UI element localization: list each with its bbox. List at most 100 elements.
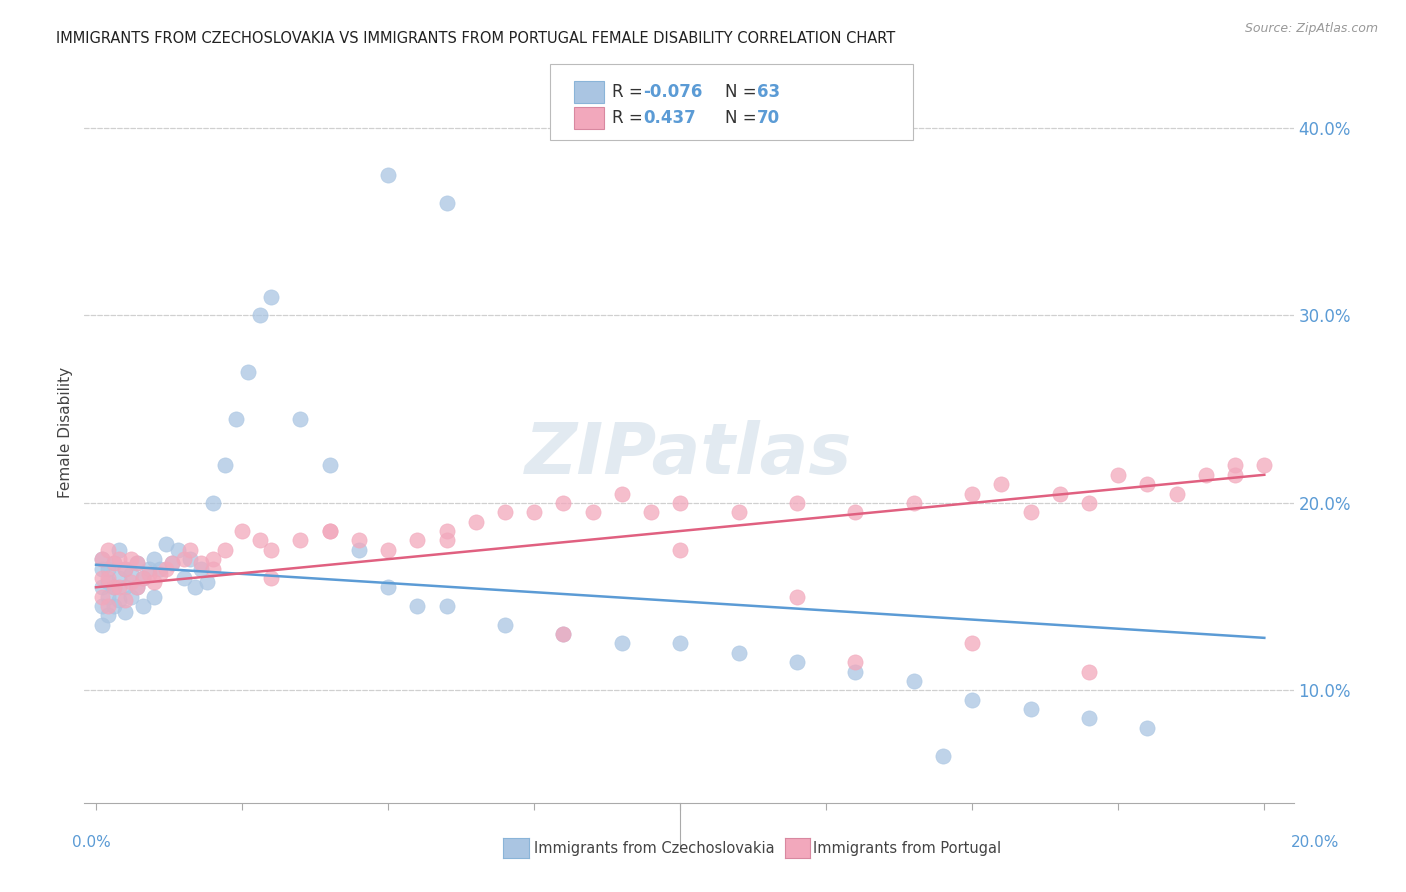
Text: ZIPatlas: ZIPatlas (526, 420, 852, 490)
Point (960, 636, 983, 650)
Point (114, 561, 136, 575)
Point (1195, 467, 1218, 482)
Point (318, 524, 340, 538)
Point (143, 552, 166, 566)
Point (97, 561, 120, 575)
Point (173, 571, 195, 585)
Point (436, 533, 458, 548)
Point (90, 580, 112, 594)
Text: R =: R = (612, 109, 652, 127)
Point (173, 552, 195, 566)
Point (90, 561, 112, 575)
Point (377, 542, 399, 557)
Point (132, 571, 155, 585)
Point (249, 309, 271, 323)
Point (553, 627, 575, 641)
Point (1049, 486, 1071, 500)
Point (260, 290, 283, 304)
Point (97, 571, 120, 585)
Point (125, 580, 148, 594)
Text: R =: R = (612, 83, 648, 101)
Point (143, 590, 166, 604)
Point (225, 411, 247, 425)
Point (195, 574, 218, 589)
Point (103, 580, 125, 594)
Point (610, 636, 633, 650)
Point (640, 505, 662, 519)
Text: 63: 63 (756, 83, 780, 101)
Point (231, 524, 253, 538)
Point (290, 533, 312, 548)
Text: Source: ZipAtlas.com: Source: ZipAtlas.com (1244, 22, 1378, 36)
Point (1078, 711, 1101, 725)
Point (179, 552, 201, 566)
Point (347, 533, 370, 548)
Point (436, 599, 458, 613)
Point (990, 477, 1012, 491)
Point (1078, 665, 1101, 679)
Point (149, 561, 172, 575)
Point (90, 599, 112, 613)
Point (1019, 702, 1042, 716)
Point (260, 542, 283, 557)
Point (1223, 467, 1246, 482)
Point (90, 571, 112, 585)
Point (844, 655, 866, 669)
Point (844, 665, 866, 679)
Point (97, 608, 120, 623)
Point (581, 505, 603, 519)
Point (108, 571, 131, 585)
Point (494, 505, 516, 519)
Text: Immigrants from Czechoslovakia: Immigrants from Czechoslovakia (534, 841, 775, 855)
Point (108, 593, 131, 607)
Point (377, 168, 399, 182)
Point (318, 524, 340, 538)
Point (1136, 721, 1159, 735)
Point (786, 655, 808, 669)
Point (318, 458, 340, 473)
Point (236, 365, 259, 379)
Y-axis label: Female Disability: Female Disability (58, 367, 73, 499)
Point (160, 556, 183, 570)
Point (932, 748, 955, 763)
Point (114, 580, 136, 594)
Point (155, 561, 177, 575)
FancyBboxPatch shape (574, 81, 605, 103)
Point (143, 574, 166, 589)
Point (786, 496, 808, 510)
Point (214, 458, 236, 473)
Text: 70: 70 (756, 109, 780, 127)
Point (108, 580, 131, 594)
Point (1253, 458, 1275, 473)
Point (184, 580, 207, 594)
Point (610, 486, 633, 500)
Point (190, 561, 212, 575)
Point (844, 505, 866, 519)
Point (155, 537, 177, 551)
Point (125, 556, 148, 570)
Point (97, 542, 120, 557)
Point (436, 196, 458, 211)
Text: N =: N = (725, 109, 762, 127)
Point (201, 552, 224, 566)
Point (90, 590, 112, 604)
Point (669, 636, 692, 650)
Point (436, 524, 458, 538)
Point (120, 552, 142, 566)
Point (1136, 477, 1159, 491)
Point (1078, 496, 1101, 510)
Point (406, 533, 429, 548)
Point (903, 496, 925, 510)
Point (97, 574, 120, 589)
Point (249, 533, 271, 548)
Point (786, 590, 808, 604)
Point (1166, 486, 1188, 500)
Point (1223, 458, 1246, 473)
Point (523, 505, 546, 519)
Point (138, 567, 160, 582)
Point (103, 556, 125, 570)
Point (669, 496, 692, 510)
Point (108, 552, 131, 566)
Point (406, 599, 429, 613)
Point (103, 580, 125, 594)
